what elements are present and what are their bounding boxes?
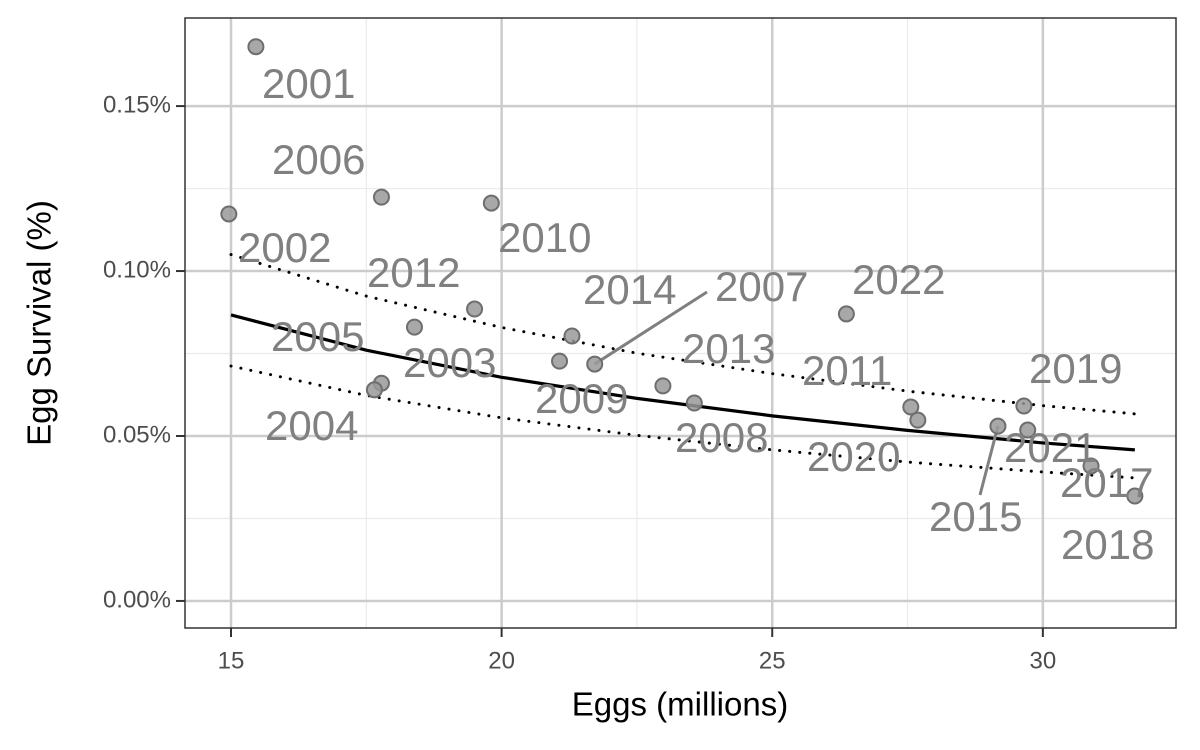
y-axis-title: Egg Survival (%): [21, 200, 58, 446]
y-tick-label: 0.10%: [103, 256, 171, 283]
point-label: 2010: [498, 214, 591, 261]
point-label: 2007: [715, 263, 808, 310]
point: [247, 38, 265, 56]
point: [1019, 421, 1037, 439]
point: [989, 417, 1007, 435]
point: [909, 411, 927, 429]
point-label: 2015: [929, 493, 1022, 540]
point-label: 2001: [262, 60, 355, 107]
point: [551, 352, 569, 370]
point-label: 2005: [271, 313, 364, 360]
point: [482, 194, 500, 212]
point-label: 2017: [1060, 459, 1153, 506]
point-label: 2013: [682, 325, 775, 372]
point-label: 2020: [807, 433, 900, 480]
point-label: 2019: [1029, 345, 1122, 392]
point: [654, 377, 672, 395]
y-tick-label: 0.05%: [103, 421, 171, 448]
point: [563, 327, 581, 345]
point: [220, 205, 238, 223]
y-tick-label: 0.15%: [103, 91, 171, 118]
label-leader: [593, 290, 708, 366]
x-tick-label: 20: [488, 647, 515, 674]
point: [1015, 397, 1033, 415]
x-tick-label: 15: [218, 647, 245, 674]
point: [685, 394, 703, 412]
point: [365, 381, 383, 399]
point-label: 2018: [1061, 521, 1154, 568]
x-tick-label: 25: [759, 647, 786, 674]
point-label: 2022: [852, 256, 945, 303]
point-label: 2021: [1004, 424, 1097, 471]
point: [837, 305, 855, 323]
panel-border: [184, 17, 1177, 629]
point: [1126, 487, 1144, 505]
point-label: 2002: [238, 224, 331, 271]
point-label: 2004: [265, 402, 358, 449]
point-label: 2012: [367, 249, 460, 296]
point-label: 2009: [535, 375, 628, 422]
point: [902, 398, 920, 416]
point: [372, 188, 390, 206]
point-label: 2011: [802, 347, 892, 394]
y-tick-label: 0.00%: [103, 586, 171, 613]
point-label: 2006: [272, 136, 365, 183]
x-axis-title: Eggs (millions): [572, 686, 788, 723]
point-label: 2014: [583, 266, 676, 313]
lower-bound: [229, 364, 1137, 480]
point-label: 2008: [675, 414, 768, 461]
x-tick-label: 30: [1030, 647, 1057, 674]
point: [405, 318, 423, 336]
label-leader: [978, 425, 1000, 496]
point: [1082, 457, 1100, 475]
point: [466, 300, 484, 318]
fit-line: [230, 313, 1135, 452]
point: [586, 355, 604, 373]
point-label: 2003: [403, 339, 496, 386]
